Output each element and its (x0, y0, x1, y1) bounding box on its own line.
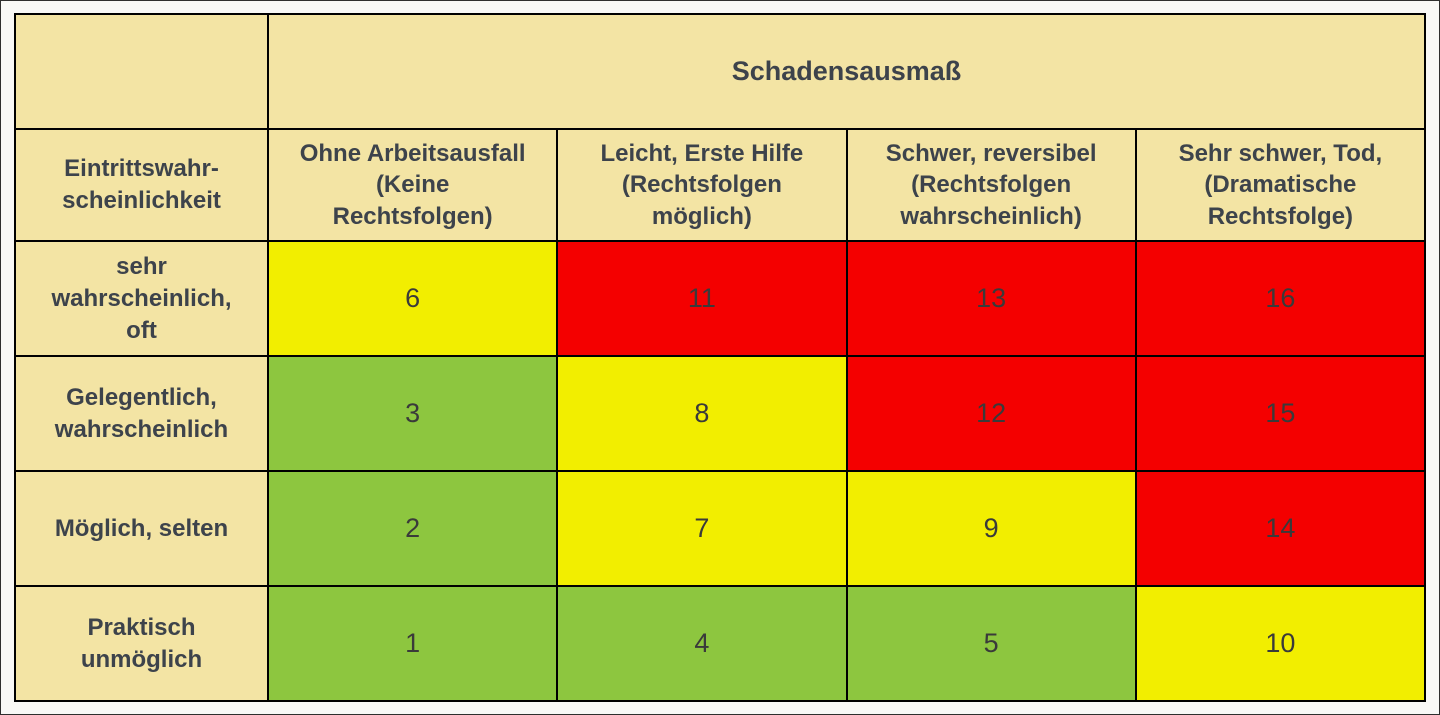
matrix-cell: 15 (1135, 356, 1425, 472)
matrix-cell: 13 (846, 241, 1136, 357)
column-header-3: Schwer, reversibel (Rechtsfolgen wahrsch… (846, 128, 1136, 242)
matrix-cell: 11 (557, 241, 847, 357)
corner-cell (15, 14, 268, 129)
column-header-4: Sehr schwer, Tod, (Dramatische Rechtsfol… (1135, 128, 1425, 242)
matrix-cell: 14 (1135, 471, 1425, 587)
row-label-3: Möglich, selten (15, 471, 268, 587)
matrix-cell: 12 (846, 356, 1136, 472)
matrix-cell: 2 (268, 471, 558, 587)
row-label-4: Praktisch unmöglich (15, 586, 268, 701)
matrix-cell: 6 (268, 241, 558, 357)
matrix-cell: 3 (268, 356, 558, 472)
row-label-1: sehr wahrscheinlich, oft (15, 241, 268, 357)
matrix-cell: 9 (846, 471, 1136, 587)
matrix-cell: 7 (557, 471, 847, 587)
matrix-cell: 4 (557, 586, 847, 701)
matrix-cell: 5 (846, 586, 1136, 701)
row-label-2: Gelegentlich, wahrscheinlich (15, 356, 268, 472)
column-group-header: Schadensausmaß (268, 14, 1425, 129)
matrix-cell: 8 (557, 356, 847, 472)
risk-matrix-table: Schadensausmaß Eintrittswahr- scheinlich… (14, 13, 1426, 702)
matrix-cell: 16 (1135, 241, 1425, 357)
row-axis-header: Eintrittswahr- scheinlichkeit (15, 128, 268, 242)
column-header-2: Leicht, Erste Hilfe (Rechtsfolgen möglic… (557, 128, 847, 242)
matrix-cell: 1 (268, 586, 558, 701)
matrix-cell: 10 (1135, 586, 1425, 701)
column-header-1: Ohne Arbeitsausfall (Keine Rechtsfolgen) (268, 128, 558, 242)
